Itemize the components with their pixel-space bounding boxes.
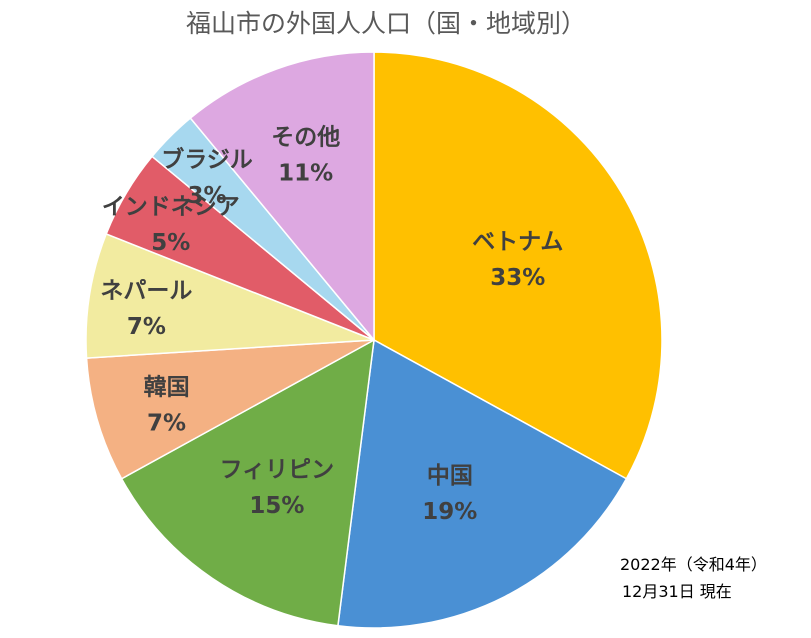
slice-name-label: ネパール: [100, 278, 192, 304]
slice-name-label: インドネシア: [102, 194, 240, 220]
slice-name-label: その他: [271, 124, 340, 150]
slice-percent-label: 33%: [490, 265, 545, 291]
slice-name-label: フィリピン: [220, 457, 335, 483]
as-of-date-line2: 12月31日 現在: [622, 582, 732, 601]
pie-slice-1: [373, 51, 663, 480]
slice-percent-label: 7%: [127, 314, 166, 340]
as-of-date-line1: 2022年（令和4年）: [620, 555, 767, 574]
chart-title: 福山市の外国人人口（国・地域別）: [186, 9, 586, 38]
pie-slice-8: [189, 51, 375, 343]
slice-percent-label: 7%: [147, 410, 186, 436]
pie-labels: ベトナム 33% 中国 19% フィリピン 15% 韓国 7% ネパール 7% インドネシア 5% ブラ…: [100, 124, 563, 525]
slice-name-label: ブラジル: [161, 146, 253, 173]
pie-slices: [85, 51, 663, 629]
slice-name-label: 中国: [427, 463, 473, 489]
slice-name-label: ベトナム: [472, 229, 563, 255]
pie-slice-3: [120, 338, 375, 627]
slice-percent-label: 19%: [422, 499, 477, 525]
slice-percent-label: 5%: [151, 230, 190, 256]
slice-percent-label: 11%: [278, 160, 333, 186]
pie-slice-5: [85, 233, 375, 359]
slice-percent-label: 15%: [249, 493, 304, 519]
pie-slice-2: [337, 338, 628, 629]
pie-slice-4: [85, 339, 375, 480]
slice-name-label: 韓国: [144, 373, 190, 400]
slice-percent-label: 3%: [187, 183, 226, 209]
